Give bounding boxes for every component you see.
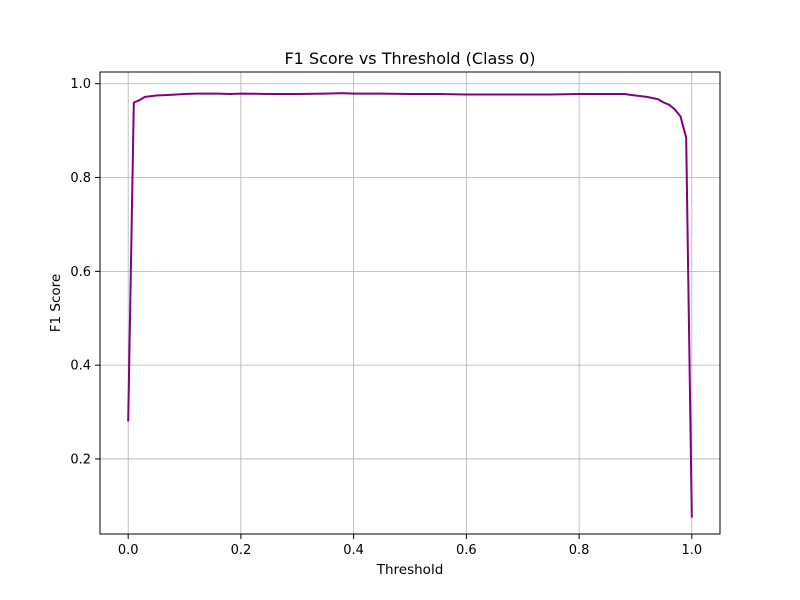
grid bbox=[100, 72, 720, 534]
y-tick-label: 0.4 bbox=[70, 359, 91, 374]
y-tick-label: 0.8 bbox=[70, 171, 91, 186]
y-tick-label: 1.0 bbox=[70, 77, 91, 92]
x-tick-label: 0.6 bbox=[456, 543, 477, 558]
x-tick-label: 0.8 bbox=[569, 543, 590, 558]
series-group bbox=[127, 92, 693, 518]
x-axis-ticks: 0.0 0.2 0.4 0.6 0.8 1.0 bbox=[118, 534, 702, 558]
x-axis-label: Threshold bbox=[376, 562, 444, 578]
y-tick-label: 0.6 bbox=[70, 265, 91, 280]
x-tick-label: 0.4 bbox=[343, 543, 364, 558]
y-axis-ticks: 0.2 0.4 0.6 0.8 1.0 bbox=[70, 77, 100, 467]
x-tick-label: 1.0 bbox=[681, 543, 702, 558]
plot-frame bbox=[99, 71, 721, 535]
x-tick-label: 0.0 bbox=[118, 543, 139, 558]
f1-score-line bbox=[127, 92, 693, 518]
chart-title: F1 Score vs Threshold (Class 0) bbox=[284, 49, 535, 68]
y-tick-label: 0.2 bbox=[70, 452, 91, 467]
y-axis-label: F1 Score bbox=[48, 274, 64, 332]
x-tick-label: 0.2 bbox=[231, 543, 252, 558]
